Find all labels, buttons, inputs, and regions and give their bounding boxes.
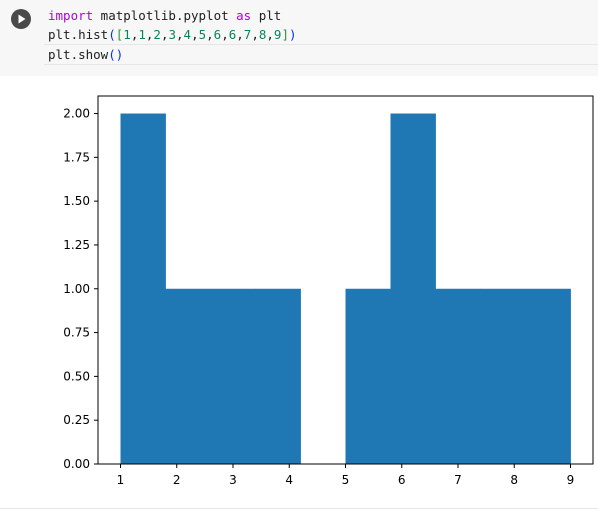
y-tick-label: 0.00 [63, 457, 90, 471]
code-token: matplotlib.pyplot [93, 8, 237, 23]
x-tick-label: 9 [567, 473, 575, 487]
code-token: 6 [228, 27, 237, 42]
histogram-bar [480, 288, 526, 464]
output-area: 1 2 3 4 5 6 7 8 9 0.00 0.25 0.50 0.75 1.00 1.25 1.50 1.7… [0, 76, 598, 517]
code-token: 1 [138, 27, 146, 42]
x-tick-label: 3 [229, 473, 237, 487]
code-token: , [160, 27, 169, 42]
y-tick-label: 0.25 [63, 413, 90, 427]
code-token: , [206, 27, 214, 42]
code-line[interactable]: plt.show() [44, 44, 598, 65]
code-token: 3 [168, 27, 176, 42]
code-token: as [236, 8, 252, 23]
code-token: ) [288, 27, 297, 42]
code-token: 6 [213, 27, 222, 42]
code-token: 4 [183, 27, 192, 42]
code-token: 7 [243, 27, 252, 42]
histogram-bar [120, 113, 166, 465]
code-token: () [108, 47, 124, 62]
code-token: plt.show [48, 47, 109, 62]
code-line[interactable]: plt.hist([1,1,2,3,4,5,6,6,7,8,9]) [44, 25, 598, 44]
histogram-bar [525, 288, 571, 464]
histogram-bar [390, 113, 436, 465]
histogram-bar [210, 288, 256, 464]
x-tick-label: 1 [117, 473, 125, 487]
x-tick-label: 8 [510, 473, 518, 487]
code-token: 5 [198, 27, 207, 42]
code-token: , [266, 27, 274, 42]
code-editor[interactable]: import matplotlib.pyplot as plt plt.hist(… [44, 6, 598, 65]
code-line[interactable]: import matplotlib.pyplot as plt [44, 6, 598, 25]
code-token: , [145, 27, 154, 42]
code-token: ( [108, 27, 116, 42]
code-token: 9 [273, 27, 282, 42]
code-token: , [236, 27, 244, 42]
histogram-bar [435, 288, 481, 464]
x-tick-label: 6 [398, 473, 406, 487]
y-tick-label: 0.50 [63, 369, 90, 383]
x-tick-label: 4 [285, 473, 293, 487]
x-tick-label: 5 [342, 473, 350, 487]
code-token: 8 [258, 27, 267, 42]
code-token: plt [251, 8, 282, 23]
cell-gutter [0, 0, 44, 76]
code-token: , [176, 27, 184, 42]
y-tick-label: 1.75 [63, 150, 90, 164]
play-icon [18, 14, 26, 24]
x-tick-label: 2 [173, 473, 181, 487]
y-tick-label: 1.25 [63, 238, 90, 252]
y-tick-label: 2.00 [63, 107, 90, 121]
code-token: [ [115, 27, 124, 42]
code-token: 2 [153, 27, 161, 42]
histogram-bar [345, 288, 391, 464]
code-token: 1 [123, 27, 131, 42]
code-cell: import matplotlib.pyplot as plt plt.hist(… [0, 0, 598, 76]
y-tick-label: 1.50 [63, 194, 90, 208]
code-token: ] [281, 27, 289, 42]
output-divider [0, 508, 598, 509]
histogram-bar [165, 288, 211, 464]
histogram-chart: 1 2 3 4 5 6 7 8 9 0.00 0.25 0.50 0.75 1.00 1.25 1.50 1.7… [63, 95, 594, 487]
code-token: , [191, 27, 199, 42]
code-token: plt.hist [48, 27, 109, 42]
code-token: , [221, 27, 229, 42]
code-token: , [130, 27, 139, 42]
y-tick-label: 0.75 [63, 326, 90, 340]
code-token: , [251, 27, 259, 42]
run-cell-button[interactable] [11, 9, 31, 29]
code-token: import [48, 8, 94, 23]
x-tick-label: 7 [454, 473, 462, 487]
y-tick-label: 1.00 [63, 282, 90, 296]
histogram-bar [255, 288, 301, 464]
